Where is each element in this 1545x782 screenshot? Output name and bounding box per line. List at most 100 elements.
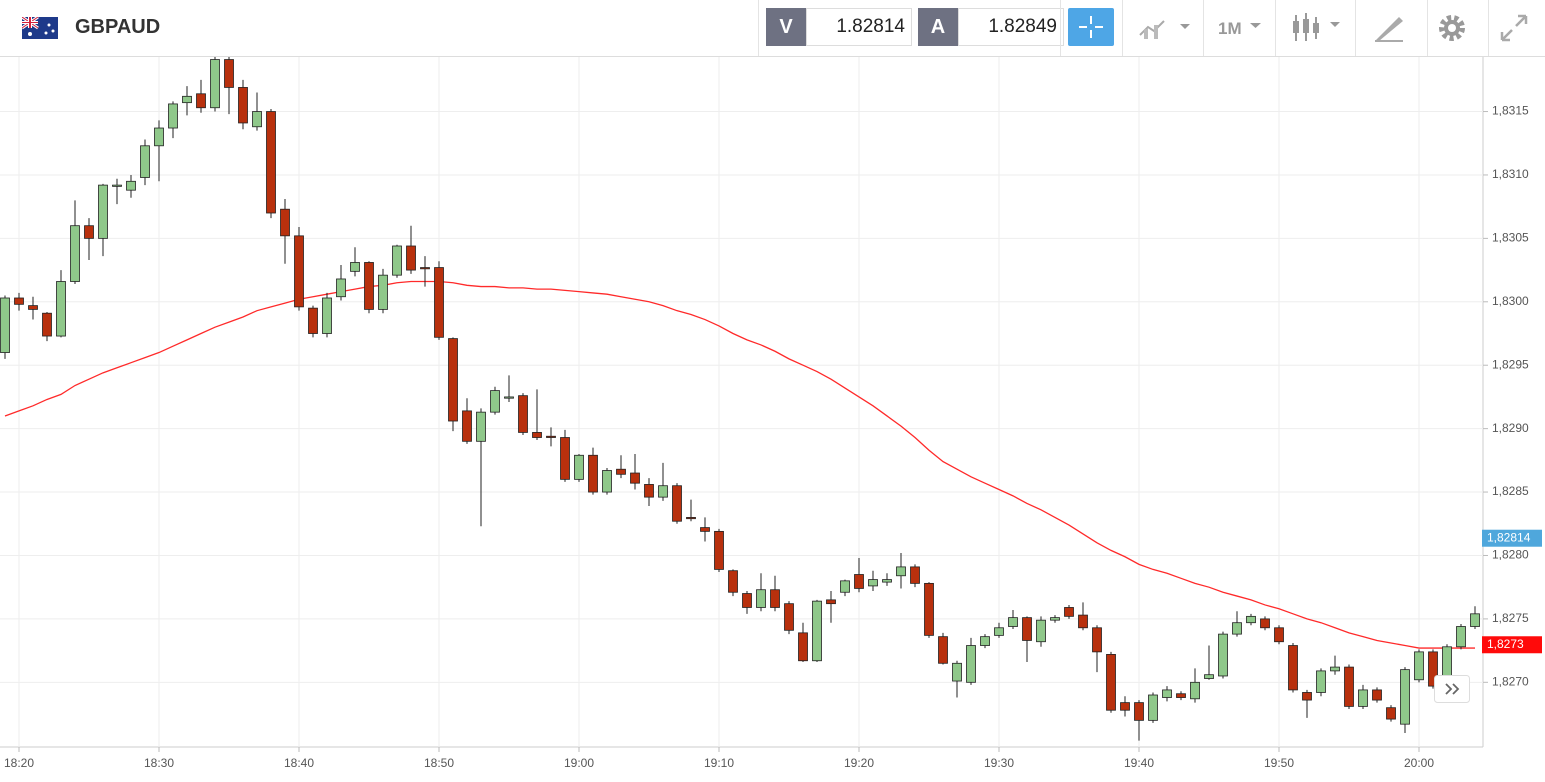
candle-body: [168, 103, 178, 129]
symbol: GBPAUD: [75, 16, 161, 38]
candle-body: [1008, 617, 1018, 627]
candle-body: [1288, 645, 1298, 691]
candle-body: [1246, 615, 1256, 624]
candle-body: [1148, 694, 1158, 721]
candle-body: [1316, 670, 1326, 693]
candle-body: [70, 225, 80, 282]
scroll-right-button[interactable]: [1434, 675, 1470, 703]
candle-body: [616, 468, 626, 475]
candle-body: [336, 278, 346, 298]
candle-body: [1470, 613, 1480, 627]
y-tick-label: 1,8280: [1492, 548, 1529, 562]
candle-body: [364, 262, 374, 310]
candle-body: [42, 312, 52, 337]
candle-body: [420, 267, 430, 270]
moving-average-line: [4, 280, 1475, 649]
candle-body: [1106, 654, 1116, 711]
crosshair-button[interactable]: [1068, 8, 1114, 46]
candle-body: [1050, 617, 1060, 621]
candle-body: [1372, 689, 1382, 701]
candle-body: [196, 93, 206, 109]
candle-body: [140, 145, 150, 178]
candle-body: [518, 395, 528, 433]
candle-body: [308, 307, 318, 334]
bid-price[interactable]: 1.82814: [806, 8, 912, 46]
candle-body: [1176, 693, 1186, 698]
candle-body: [1190, 681, 1200, 700]
price-badge-label: 1,8273: [1487, 637, 1524, 651]
candle-body: [966, 645, 976, 683]
candle-body: [1036, 619, 1046, 643]
candle-body: [1232, 622, 1242, 635]
x-tick-label: 19:50: [1264, 756, 1294, 770]
timeframe[interactable]: 1M: [1218, 19, 1242, 38]
candle-body: [546, 435, 556, 438]
candle-body: [1260, 618, 1270, 629]
candle-body: [434, 267, 444, 338]
candle-type-button[interactable]: [1290, 11, 1350, 45]
candle-body: [1330, 666, 1340, 672]
candle-body: [280, 208, 290, 237]
candle-body: [994, 627, 1004, 636]
y-tick-label: 1,8290: [1492, 421, 1529, 435]
candle-body: [1134, 702, 1144, 721]
candle-body: [938, 636, 948, 664]
candle-body: [574, 454, 584, 480]
price-badge: [1482, 636, 1542, 654]
candle-body: [462, 410, 472, 442]
toolbar: GBPAUD V 1.82814 A 1.82849 1M: [0, 0, 1545, 57]
settings-button[interactable]: [1436, 12, 1468, 44]
candle-body: [840, 580, 850, 593]
candle-body: [532, 432, 542, 438]
candle-body: [1274, 627, 1284, 643]
candle-body: [294, 235, 304, 308]
candle-body: [98, 184, 108, 239]
candle-body: [0, 297, 10, 353]
draw-tool-button[interactable]: [1373, 11, 1407, 45]
x-tick-label: 18:50: [424, 756, 454, 770]
candle-body: [854, 574, 864, 589]
x-tick-label: 19:40: [1124, 756, 1154, 770]
candle-body: [476, 411, 486, 442]
caret: [1250, 23, 1261, 28]
candle-body: [1022, 617, 1032, 641]
y-tick-label: 1,8305: [1492, 231, 1529, 245]
candle-body: [896, 566, 906, 577]
candle-body: [1092, 627, 1102, 653]
y-tick-label: 1,8275: [1492, 611, 1529, 625]
candle-body: [1204, 674, 1214, 679]
ask-price[interactable]: 1.82849: [958, 8, 1064, 46]
candle-body: [126, 180, 136, 191]
candle-body: [252, 111, 262, 128]
chart-type-button[interactable]: [1138, 13, 1198, 43]
candle-body: [924, 582, 934, 636]
candle-body: [812, 600, 822, 662]
bid-label[interactable]: V: [766, 8, 806, 46]
candle-body: [238, 87, 248, 124]
candle-body: [392, 245, 402, 276]
candle-body: [504, 396, 514, 399]
candle-body: [672, 485, 682, 522]
candle-body: [910, 566, 920, 584]
candle-body: [756, 589, 766, 608]
candle-body: [182, 95, 192, 104]
candle-body: [728, 570, 738, 593]
candle-body: [882, 579, 892, 583]
fullscreen-button[interactable]: [1498, 12, 1530, 44]
y-tick-label: 1,8295: [1492, 357, 1529, 371]
flag-icon: [22, 17, 58, 39]
candle-body: [798, 632, 808, 662]
candle-body: [784, 603, 794, 631]
candle-body: [14, 297, 24, 305]
candle-body: [112, 184, 122, 187]
x-tick-label: 19:30: [984, 756, 1014, 770]
candle-body: [1064, 607, 1074, 617]
y-tick-label: 1,8300: [1492, 294, 1529, 308]
candle-body: [742, 593, 752, 608]
candle-body: [700, 527, 710, 532]
candle-body: [210, 59, 220, 109]
ask-label[interactable]: A: [918, 8, 958, 46]
candle-body: [84, 225, 94, 239]
